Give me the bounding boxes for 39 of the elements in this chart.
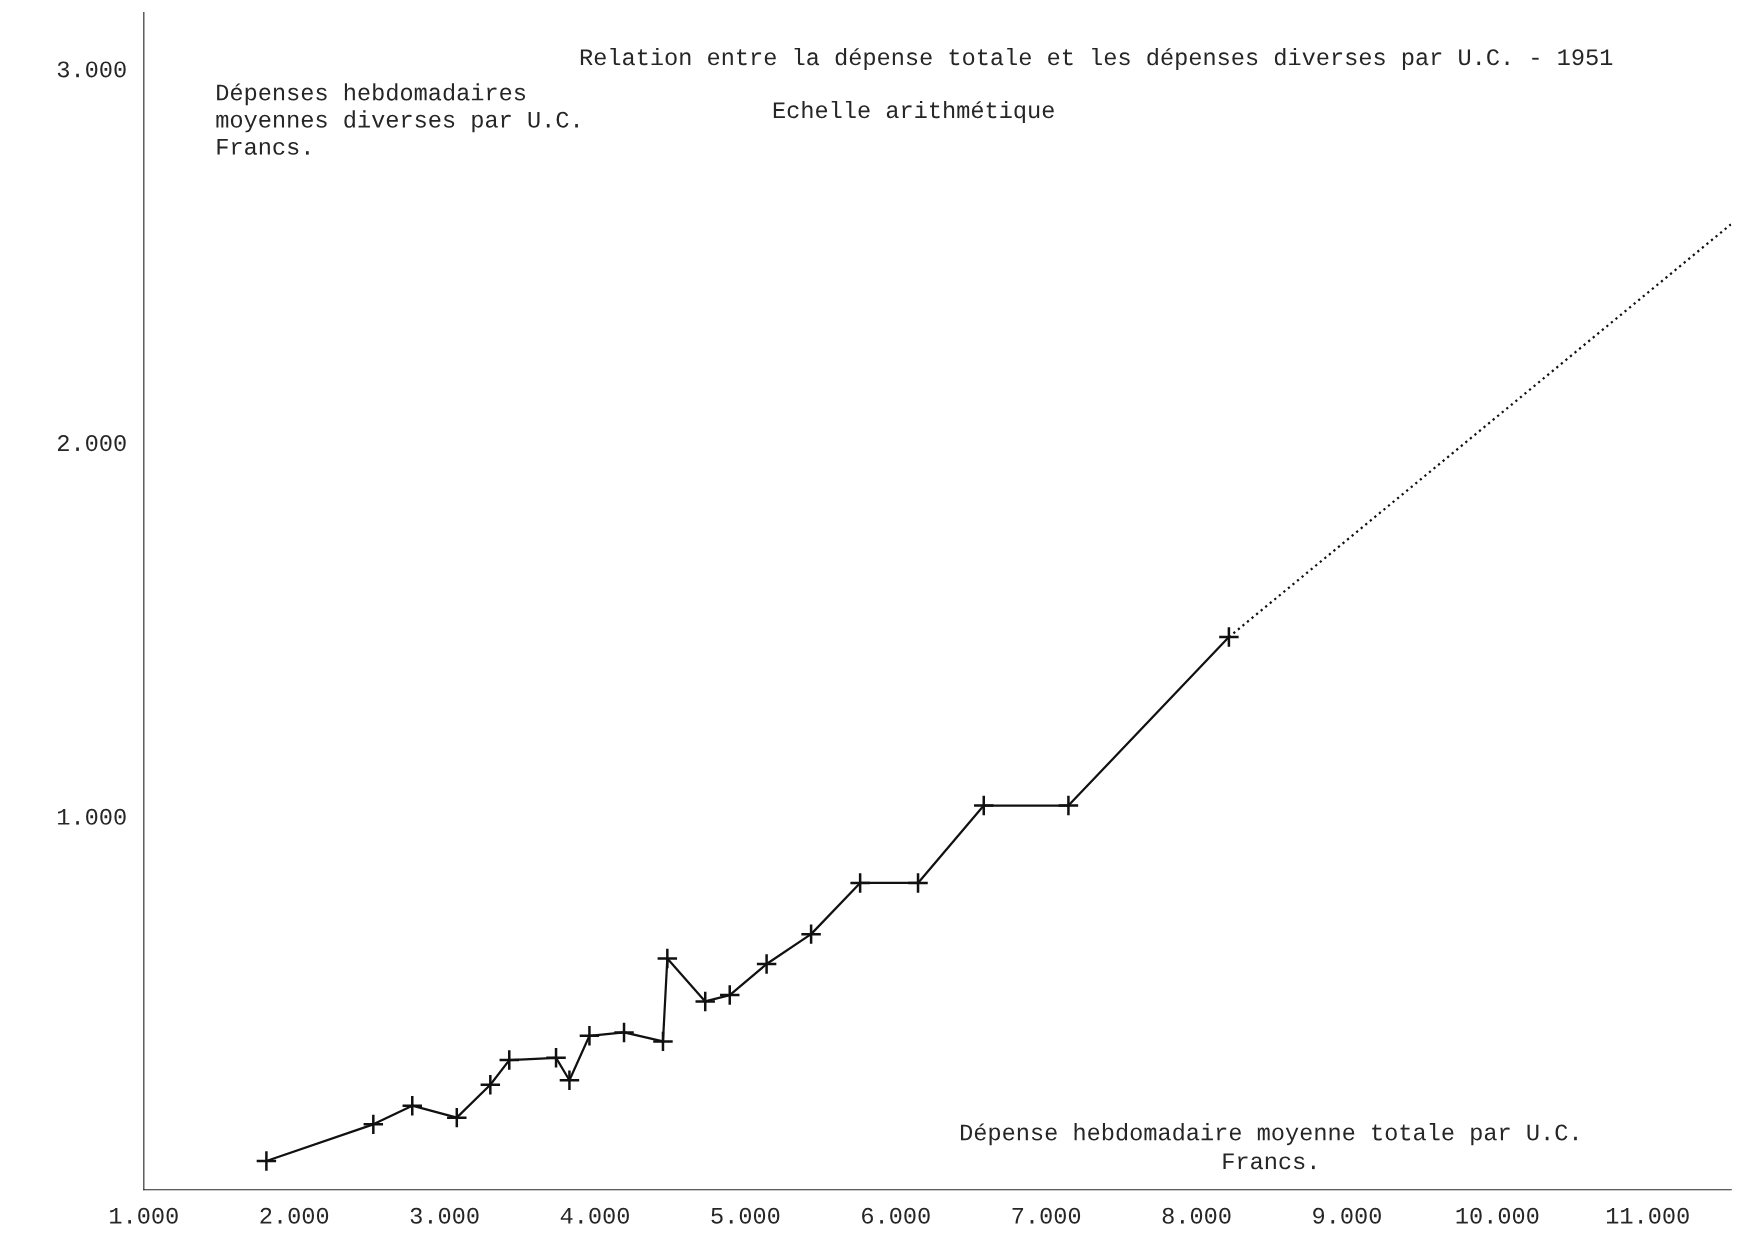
y-tick-label: 2.000 [57, 435, 126, 452]
x-tick-label: 2.000 [260, 1207, 329, 1224]
point [656, 947, 679, 970]
x-tick-label: 3.000 [410, 1207, 479, 1224]
x-tick-label: 5.000 [711, 1207, 780, 1224]
text: Relation entre la dépense totale et les dépenses diverses par U.C. - 1951 [580, 47, 1613, 70]
point [694, 990, 717, 1013]
y-tick-label: 1.000 [58, 808, 126, 825]
x-axis-title: Dépense hebdomadaire moyenne totale par U.C. Francs. [960, 1123, 1577, 1170]
point [362, 1113, 385, 1136]
x-tick-label: 9.000 [1313, 1207, 1381, 1224]
point [445, 1106, 468, 1129]
point [755, 953, 778, 976]
point [498, 1049, 521, 1072]
x-tick-label: 7.000 [1012, 1207, 1081, 1224]
point [401, 1094, 424, 1117]
point [849, 871, 872, 894]
x-tick-label: 10.000 [1456, 1207, 1539, 1224]
y-tick-label: 3.000 [57, 61, 126, 78]
point [479, 1073, 502, 1096]
point [1217, 626, 1240, 649]
x-tick-label: 8.000 [1162, 1207, 1231, 1224]
point [718, 984, 741, 1007]
x-tick-label: 11.000 [1606, 1207, 1689, 1224]
point [255, 1150, 278, 1172]
point [1057, 794, 1080, 817]
x-tick-label: 4.000 [560, 1207, 629, 1224]
point [907, 871, 930, 894]
point [545, 1046, 568, 1069]
text: Echelle arithmétique [773, 100, 1054, 123]
point [613, 1021, 635, 1044]
point [578, 1024, 601, 1047]
x-tick-label: 6.000 [862, 1207, 930, 1224]
point [972, 794, 995, 817]
point [652, 1030, 674, 1053]
point [800, 923, 823, 946]
point [558, 1069, 581, 1092]
y-axis-title: Dépenses hebdomadaires moyennes diverses par U.C. Francs. [216, 83, 578, 155]
x-tick-label: 1.000 [110, 1207, 178, 1224]
